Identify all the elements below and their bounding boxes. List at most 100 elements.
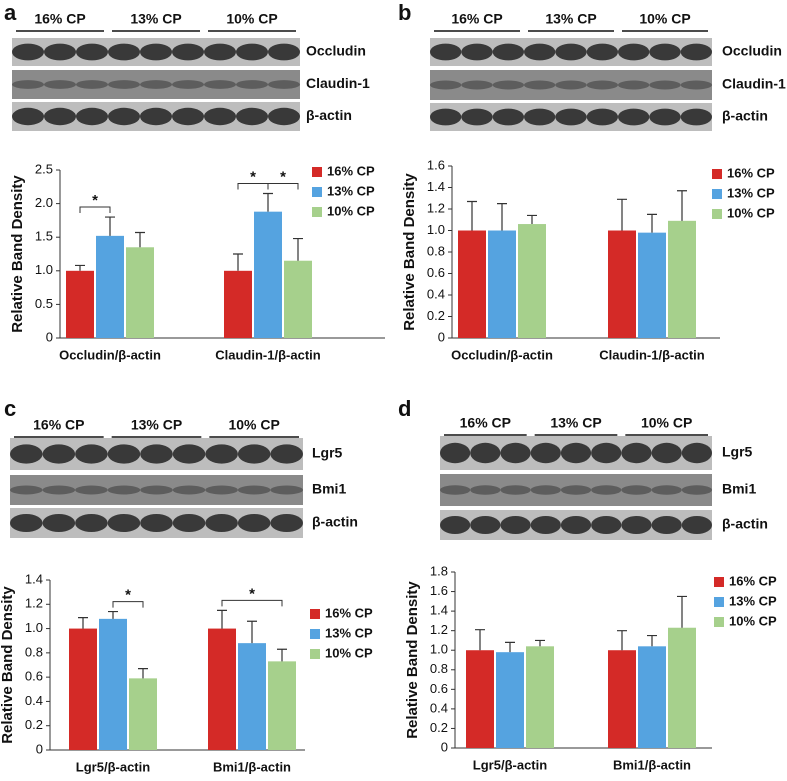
blot-band	[237, 444, 271, 464]
bar	[99, 618, 127, 750]
blot-band	[76, 80, 108, 89]
blot-group-label: 10% CP	[228, 417, 279, 433]
blot-band	[172, 107, 204, 126]
significance-bracket	[221, 599, 283, 607]
y-tick-label: 0.6	[430, 681, 448, 696]
blot-band	[236, 80, 268, 89]
bar	[268, 661, 296, 750]
error-bar	[247, 620, 257, 644]
blot-band	[76, 43, 108, 61]
blot-band-label: Bmi1	[722, 481, 756, 497]
y-tick-label: 2.5	[35, 161, 53, 176]
blot-band	[140, 514, 173, 532]
blot-band	[140, 444, 173, 464]
blot-group-label: 10% CP	[641, 415, 692, 431]
legend-swatch	[310, 629, 320, 639]
blot-band	[270, 514, 303, 532]
y-tick-label: 0.5	[35, 296, 53, 311]
panel-label: b	[398, 0, 411, 25]
blot-band	[492, 108, 524, 126]
y-tick-label: 1.2	[430, 622, 448, 637]
significance-bracket	[267, 183, 299, 190]
bar	[238, 643, 266, 750]
blot-band	[651, 442, 682, 464]
blot-band	[172, 444, 206, 464]
y-tick-label: 1.0	[430, 642, 448, 657]
error-bar	[293, 237, 303, 261]
blot-band	[492, 80, 524, 90]
blot-band	[108, 107, 140, 126]
y-tick-label: 1.4	[430, 603, 448, 618]
bar	[668, 220, 696, 338]
blot-band	[268, 43, 300, 61]
y-axis-label: Relative Band Density	[404, 581, 421, 739]
y-tick-label: 0	[36, 741, 43, 756]
blot-band	[621, 442, 652, 464]
blot-band-label: Lgr5	[722, 444, 753, 460]
blot-group-label: 13% CP	[130, 11, 181, 27]
y-tick-label: 0.2	[430, 720, 448, 735]
blot-band	[172, 43, 204, 61]
blot-band	[560, 516, 592, 534]
error-bar	[677, 190, 687, 221]
blot-group-label: 10% CP	[226, 11, 277, 27]
error-bar	[647, 634, 657, 647]
blot-band	[440, 516, 471, 534]
blot-band	[140, 485, 173, 495]
y-tick-label: 1.2	[427, 200, 445, 215]
blot-band	[205, 514, 238, 532]
legend-label: 10% CP	[325, 645, 373, 660]
bar	[638, 232, 666, 338]
legend-swatch	[712, 209, 722, 219]
y-tick-label: 2.0	[35, 195, 53, 210]
y-tick-label: 0.8	[427, 243, 445, 258]
x-tick-label: Lgr5/β-actin	[473, 757, 547, 772]
blot-band	[649, 80, 681, 90]
error-bar	[527, 214, 537, 225]
blot-band	[76, 107, 108, 126]
blot-band	[492, 43, 524, 61]
blot-band	[524, 108, 556, 126]
x-tick-label: Claudin-1/β-actin	[599, 347, 705, 362]
blot-band-label: Bmi1	[312, 481, 346, 497]
blot-band-label: Claudin-1	[306, 75, 370, 91]
bar	[488, 230, 516, 338]
blot-band	[649, 108, 681, 126]
blot-band	[75, 485, 108, 495]
blot-band	[500, 442, 531, 464]
y-tick-label: 0.8	[25, 644, 43, 659]
x-tick-label: Occludin/β-actin	[451, 347, 553, 362]
legend-label: 13% CP	[729, 593, 777, 608]
bar	[496, 652, 524, 748]
blot-band	[107, 514, 141, 532]
blot-group-label: 13% CP	[131, 417, 182, 433]
legend-label: 16% CP	[327, 163, 375, 178]
blot-band	[621, 516, 652, 534]
blot-band	[172, 485, 206, 495]
blot-band	[12, 43, 44, 61]
bar	[224, 270, 252, 338]
blot-band	[560, 485, 592, 495]
legend-label: 10% CP	[729, 613, 777, 628]
blot-band	[524, 80, 556, 90]
blot-band	[12, 80, 44, 89]
error-bar	[647, 213, 657, 233]
panel-label: a	[4, 0, 17, 25]
blot-band	[681, 485, 713, 495]
y-tick-label: 0.4	[430, 700, 448, 715]
blot-band	[681, 516, 713, 534]
blot-band	[621, 485, 652, 495]
significance-star: *	[125, 587, 131, 604]
y-tick-label: 1.6	[427, 157, 445, 172]
bar	[96, 235, 124, 338]
error-bar	[105, 216, 115, 236]
legend-swatch	[714, 617, 724, 627]
blot-group-label: 16% CP	[451, 11, 502, 27]
y-tick-label: 0.6	[25, 669, 43, 684]
legend-swatch	[312, 187, 322, 197]
blot-group-label: 13% CP	[550, 415, 601, 431]
panel-label: c	[4, 396, 16, 421]
blot-band	[586, 108, 618, 126]
legend-label: 13% CP	[325, 625, 373, 640]
